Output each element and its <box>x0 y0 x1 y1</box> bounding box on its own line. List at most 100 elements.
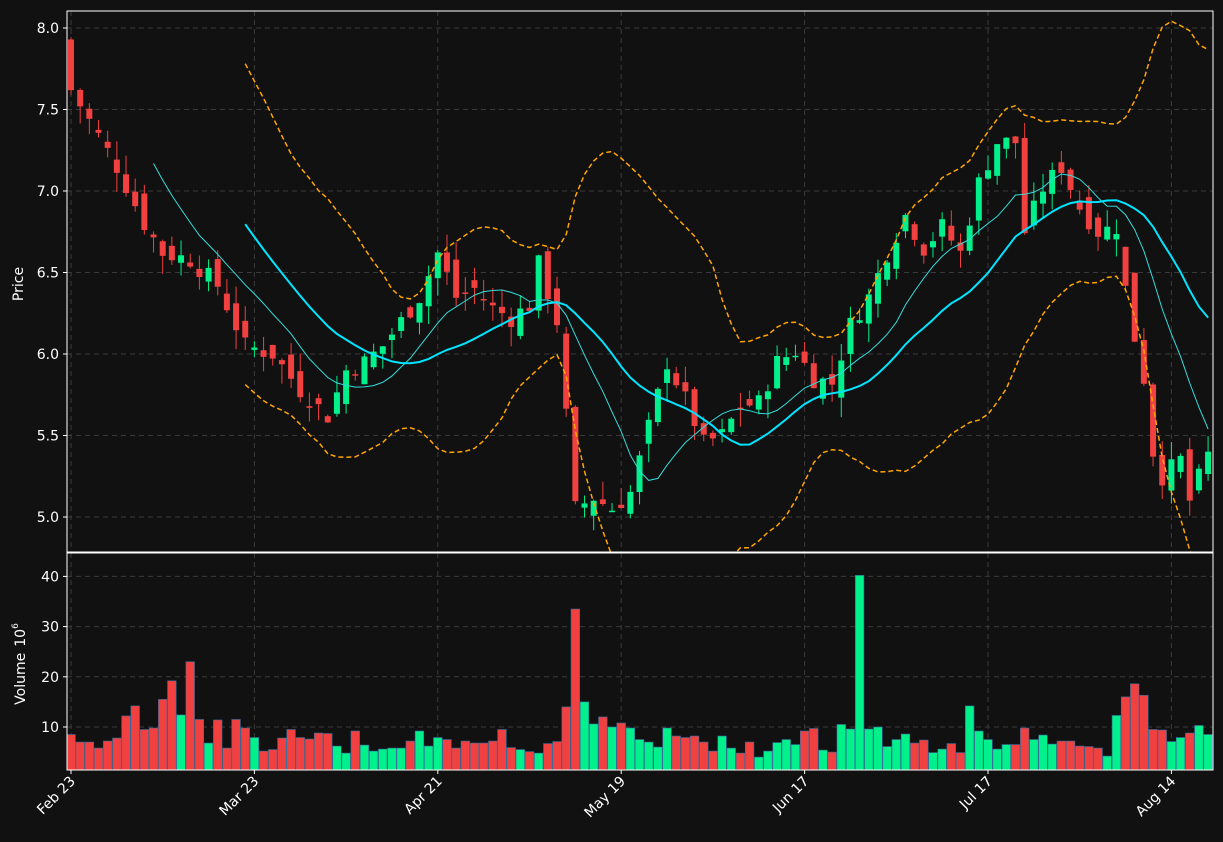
volume-bars <box>67 575 1213 770</box>
candle-body <box>1104 226 1111 240</box>
volume-bar <box>1139 695 1149 770</box>
volume-bar <box>268 749 278 770</box>
candle-body <box>874 273 881 304</box>
volume-bar <box>341 752 351 770</box>
volume-axis-label: Volume 106 <box>11 623 29 705</box>
volume-bar <box>644 741 654 770</box>
volume-bar <box>185 661 195 770</box>
candle-body <box>572 406 579 502</box>
candle-body <box>884 262 891 280</box>
candle-body <box>141 193 148 231</box>
candle-body <box>544 251 551 300</box>
volume-bar <box>855 575 865 770</box>
candle-body <box>297 371 304 398</box>
volume-bar <box>974 730 984 770</box>
candle-body <box>104 141 111 148</box>
volume-bar <box>1111 715 1121 770</box>
candle-body <box>1085 197 1092 230</box>
volume-bar <box>671 735 681 770</box>
volume-bar <box>75 741 85 770</box>
volume-bar <box>845 728 856 770</box>
candle-body <box>627 491 634 514</box>
candle-body <box>673 373 680 386</box>
price-tick-label: 6.5 <box>37 266 59 282</box>
candle-body <box>755 395 762 410</box>
candle-body <box>288 354 295 379</box>
candle-body <box>1195 468 1202 491</box>
candle-body <box>1040 191 1047 204</box>
volume-bar <box>240 727 250 770</box>
candle-body <box>985 170 991 179</box>
candle-body <box>664 369 671 383</box>
volume-bar <box>799 730 810 770</box>
volume-bar <box>203 742 214 770</box>
volume-bar <box>378 748 388 770</box>
candle-body <box>425 276 432 307</box>
candle-body <box>315 398 322 405</box>
candle-body <box>352 374 359 376</box>
price-panel-frame <box>66 10 1214 553</box>
volume-bar <box>818 749 828 770</box>
volume-bar <box>1120 696 1131 770</box>
candle-body <box>737 407 744 410</box>
volume-bar <box>460 740 470 770</box>
candle-body <box>1131 272 1138 342</box>
candle-body <box>434 252 441 279</box>
candle-body <box>929 241 936 248</box>
candle-body <box>746 399 753 406</box>
candle-body <box>480 298 487 301</box>
volume-bar <box>84 741 94 770</box>
candle-body <box>269 344 276 359</box>
volume-bar <box>332 745 342 770</box>
volume-bar <box>809 728 819 770</box>
volume-bar <box>359 744 370 770</box>
volume-bar <box>433 737 443 770</box>
candle-body <box>764 391 771 400</box>
volume-bar <box>1194 725 1204 770</box>
candle-body <box>618 504 625 508</box>
candle-body <box>1012 136 1019 144</box>
volume-bar <box>717 735 727 770</box>
volume-bar <box>497 729 507 770</box>
candle-body <box>379 346 386 354</box>
candle-body <box>388 334 395 341</box>
volume-bar <box>1102 755 1112 770</box>
volume-bar <box>405 740 415 770</box>
volume-bar <box>708 750 718 770</box>
candle-body <box>535 255 542 311</box>
price-axis-label: Price <box>11 267 27 301</box>
volume-bar <box>1075 745 1085 770</box>
candle-body <box>1186 449 1193 501</box>
volume-bar <box>699 741 709 770</box>
volume-bar <box>689 735 700 770</box>
volume-bar <box>992 748 1002 770</box>
volume-bar <box>983 739 993 770</box>
volume-bar <box>589 723 599 770</box>
candle-body <box>847 317 854 354</box>
volume-bar <box>387 747 397 770</box>
candle-body <box>599 499 606 505</box>
candle-body <box>1058 162 1065 174</box>
candle-body <box>1067 169 1074 190</box>
volume-bar <box>121 715 131 770</box>
volume-bar <box>479 742 489 770</box>
volume-bar <box>524 751 535 770</box>
volume-bar <box>488 740 498 770</box>
volume-bar <box>258 750 269 770</box>
candle-body <box>398 317 405 331</box>
candle-body <box>728 418 735 433</box>
volume-bar <box>634 739 645 770</box>
volume-bar <box>1084 746 1094 770</box>
candle-body <box>361 356 368 385</box>
candle-body <box>416 303 423 323</box>
candle-body <box>893 242 900 269</box>
candle-body <box>214 259 221 287</box>
volume-bar <box>1130 683 1140 770</box>
volume-bar <box>744 741 755 770</box>
volume-bar <box>451 747 461 770</box>
price-plot-area <box>68 20 1212 552</box>
candle-body <box>700 423 707 435</box>
volume-tick-label: 30 <box>41 620 59 636</box>
candle-body <box>865 294 872 324</box>
